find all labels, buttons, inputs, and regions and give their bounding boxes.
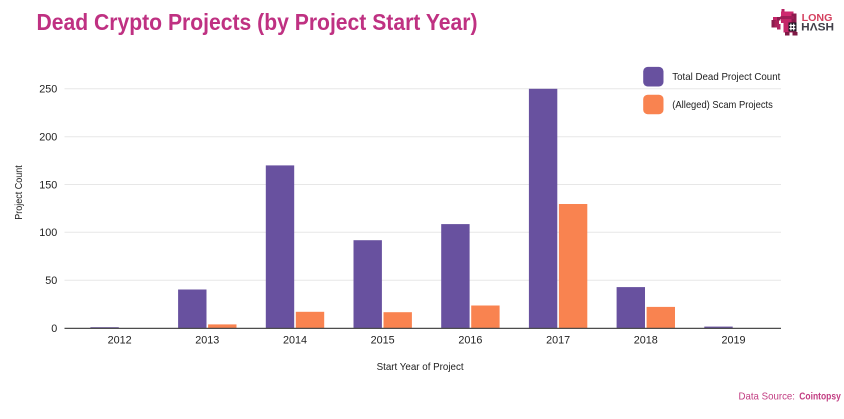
svg-text:Cointopsy: Cointopsy <box>799 390 841 402</box>
svg-text:100: 100 <box>39 227 57 239</box>
svg-text:Start Year of Project: Start Year of Project <box>377 361 464 373</box>
svg-text:Project Count: Project Count <box>13 165 25 220</box>
svg-text:0: 0 <box>51 323 57 335</box>
svg-text:Total Dead Project Count: Total Dead Project Count <box>672 71 780 83</box>
svg-text:(Alleged) Scam Projects: (Alleged) Scam Projects <box>672 99 773 111</box>
svg-text:200: 200 <box>39 132 57 144</box>
svg-text:2012: 2012 <box>108 334 132 346</box>
svg-text:2013: 2013 <box>195 334 219 346</box>
svg-text:2017: 2017 <box>546 334 570 346</box>
svg-text:2015: 2015 <box>371 334 395 346</box>
svg-text:150: 150 <box>39 179 57 191</box>
svg-text:2019: 2019 <box>721 334 745 346</box>
svg-text:2014: 2014 <box>283 334 307 346</box>
svg-text:Dead Crypto Projects (by Proje: Dead Crypto Projects (by Project Start Y… <box>37 9 478 35</box>
svg-text:2016: 2016 <box>458 334 482 346</box>
svg-text:LONG: LONG <box>802 13 833 24</box>
svg-text:Data Source:: Data Source: <box>739 390 796 402</box>
svg-text:HΛSH: HΛSH <box>801 22 834 34</box>
svg-text:2018: 2018 <box>634 334 658 346</box>
svg-text:250: 250 <box>39 84 57 96</box>
svg-text:50: 50 <box>45 275 57 287</box>
